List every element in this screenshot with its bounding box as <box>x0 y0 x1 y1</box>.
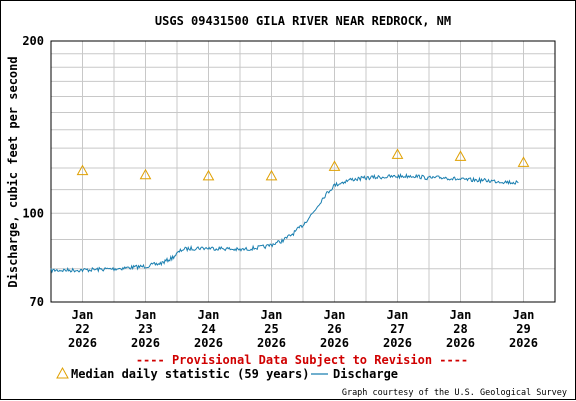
x-tick-label: Jan <box>72 308 94 322</box>
x-tick-label: 24 <box>201 322 215 336</box>
x-tick-label: 27 <box>390 322 404 336</box>
x-tick-label: 2026 <box>509 336 538 350</box>
x-tick-label: 2026 <box>383 336 412 350</box>
provisional-note: ---- Provisional Data Subject to Revisio… <box>136 353 468 367</box>
x-tick-label: 23 <box>138 322 152 336</box>
discharge-line <box>50 172 519 274</box>
median-marker <box>76 164 89 176</box>
legend-median-label: Median daily statistic (59 years) <box>71 367 309 381</box>
y-axis-ticks: 70 100 200 <box>22 34 44 309</box>
median-marker <box>139 168 152 180</box>
x-tick-label: 29 <box>516 322 530 336</box>
median-marker <box>454 150 467 161</box>
x-tick-label: Jan <box>198 308 220 322</box>
credit-text: Graph courtesy of the U.S. Geological Su… <box>342 388 567 398</box>
median-marker <box>391 148 404 159</box>
y-tick-label: 100 <box>22 206 44 220</box>
median-marker <box>265 169 278 181</box>
x-tick-label: 2026 <box>194 336 223 350</box>
y-axis-label: Discharge, cubic feet per second <box>6 56 20 287</box>
median-marker <box>202 169 215 181</box>
x-tick-label: 22 <box>75 322 89 336</box>
x-tick-label: 25 <box>264 322 278 336</box>
x-tick-label: 2026 <box>446 336 475 350</box>
x-tick-label: 28 <box>453 322 467 336</box>
legend: Median daily statistic (59 years) Discha… <box>56 366 398 381</box>
x-axis-ticks: Jan222026Jan232026Jan242026Jan252026Jan2… <box>68 308 538 350</box>
x-tick-label: Jan <box>135 308 157 322</box>
x-tick-label: 2026 <box>320 336 349 350</box>
x-tick-label: Jan <box>387 308 409 322</box>
x-tick-label: 2026 <box>131 336 160 350</box>
x-tick-label: 2026 <box>257 336 286 350</box>
x-tick-label: 2026 <box>68 336 97 350</box>
x-tick-label: 26 <box>327 322 341 336</box>
y-tick-label: 70 <box>30 295 44 309</box>
plot-area <box>50 40 556 303</box>
x-tick-label: Jan <box>324 308 346 322</box>
legend-discharge-label: Discharge <box>333 367 398 381</box>
x-tick-label: Jan <box>450 308 472 322</box>
median-series <box>76 148 530 181</box>
x-tick-label: Jan <box>513 308 535 322</box>
grid-lines <box>51 41 555 302</box>
median-marker <box>328 160 341 171</box>
median-marker <box>517 156 530 167</box>
x-tick-label: Jan <box>261 308 283 322</box>
discharge-series <box>50 172 519 274</box>
chart-title: USGS 09431500 GILA RIVER NEAR REDROCK, N… <box>155 14 451 28</box>
y-tick-label: 200 <box>22 34 44 48</box>
legend-triangle-icon <box>56 366 69 379</box>
